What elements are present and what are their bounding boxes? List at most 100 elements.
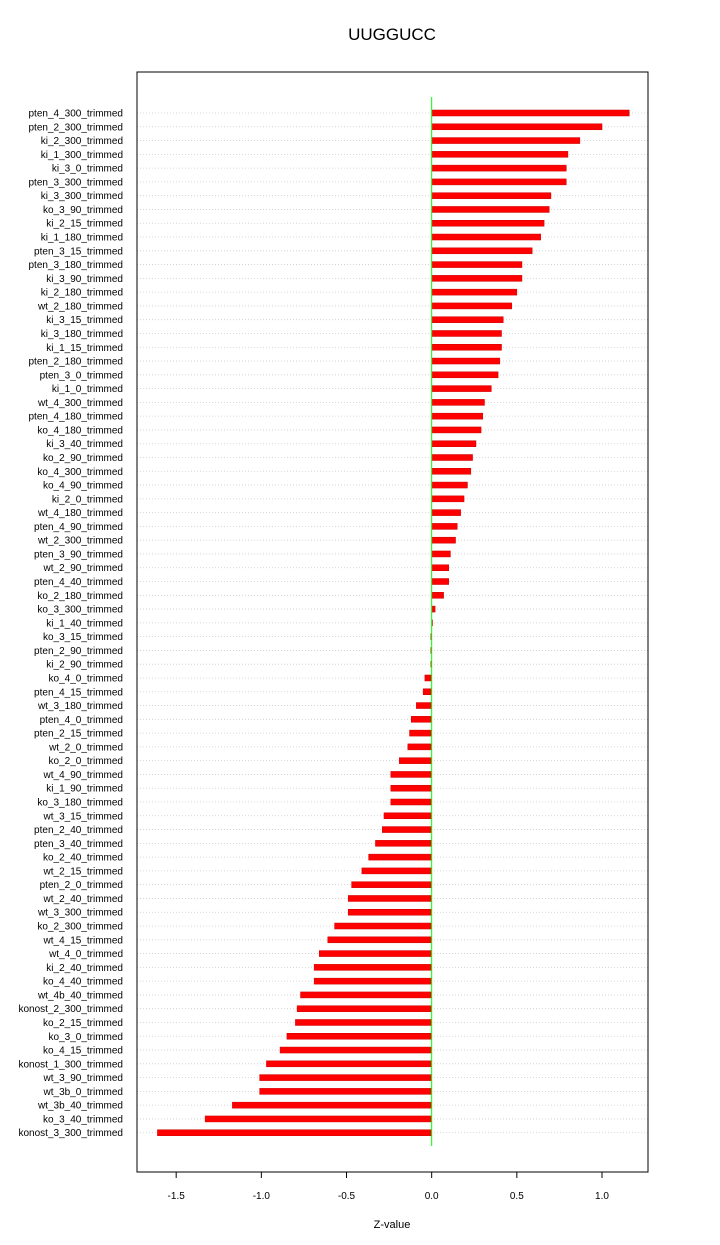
category-label: ki_1_90_trimmed (46, 784, 123, 795)
category-label: ko_2_300_trimmed (37, 922, 123, 933)
bar (431, 523, 458, 530)
x-tick-label: -0.5 (338, 1191, 356, 1202)
bar (431, 344, 502, 351)
category-label: pten_3_300_trimmed (28, 177, 123, 188)
category-label: ko_3_300_trimmed (37, 605, 123, 616)
category-label: ki_2_90_trimmed (46, 660, 123, 671)
category-label: ki_2_40_trimmed (46, 963, 123, 974)
bar (431, 564, 449, 571)
bar (431, 151, 569, 158)
category-label: wt_4_0_trimmed (48, 949, 123, 960)
bar (431, 261, 523, 268)
bar (296, 1005, 432, 1012)
category-label: pten_4_40_trimmed (34, 577, 123, 588)
category-label: ki_1_180_trimmed (41, 233, 123, 244)
category-label: ki_2_15_trimmed (46, 219, 123, 230)
category-label: wt_2_15_trimmed (43, 866, 123, 877)
category-label: ko_4_0_trimmed (49, 673, 123, 684)
category-label: wt_2_300_trimmed (37, 536, 123, 547)
bar (431, 137, 581, 144)
bar (390, 784, 432, 792)
bar (416, 702, 432, 709)
category-label: pten_2_90_trimmed (34, 646, 123, 657)
bar-layer (157, 109, 630, 1136)
bar (431, 302, 512, 310)
bar (431, 316, 504, 323)
bar (431, 578, 449, 585)
bar (431, 481, 468, 489)
bar (431, 192, 552, 199)
bar (313, 964, 432, 971)
x-tick-label: 1.0 (595, 1191, 609, 1202)
bar (431, 219, 545, 227)
bar (431, 233, 541, 241)
category-label: ki_3_300_trimmed (41, 191, 123, 202)
category-label: pten_3_90_trimmed (34, 549, 123, 560)
bar (431, 164, 567, 172)
bar (407, 743, 432, 751)
bar (431, 123, 603, 131)
bar (431, 550, 451, 558)
bar (431, 495, 465, 503)
category-label: ko_2_40_trimmed (43, 853, 123, 864)
bar (313, 977, 432, 985)
category-label: wt_4_180_trimmed (37, 508, 123, 519)
bar (259, 1088, 432, 1095)
bar (431, 288, 518, 296)
category-label: ko_2_90_trimmed (43, 453, 123, 464)
category-label: pten_3_40_trimmed (34, 839, 123, 850)
bar (424, 674, 432, 682)
category-label: ko_3_40_trimmed (43, 1114, 123, 1125)
category-label: pten_2_0_trimmed (40, 880, 123, 891)
bar (431, 440, 477, 447)
category-label: pten_2_40_trimmed (34, 825, 123, 836)
x-tick-label: 0.0 (425, 1191, 439, 1202)
bar (422, 688, 432, 696)
bar (431, 605, 436, 613)
category-label: ko_3_90_trimmed (43, 205, 123, 216)
bar (361, 867, 432, 875)
category-label: konost_2_300_trimmed (18, 1004, 123, 1015)
category-label: wt_2_0_trimmed (48, 742, 123, 753)
category-label: ki_1_300_trimmed (41, 150, 123, 161)
category-label: wt_2_180_trimmed (37, 301, 123, 312)
category-label: pten_2_15_trimmed (34, 729, 123, 740)
category-label: wt_4_300_trimmed (37, 398, 123, 409)
bar (390, 771, 432, 778)
category-label: ki_3_180_trimmed (41, 329, 123, 340)
category-label: wt_3_180_trimmed (37, 701, 123, 712)
bar (431, 454, 473, 461)
x-tick-label: -1.5 (168, 1191, 186, 1202)
category-label: wt_2_40_trimmed (43, 894, 123, 905)
category-label: wt_3b_40_trimmed (37, 1101, 123, 1112)
x-tick-label: 0.5 (510, 1191, 524, 1202)
category-label: wt_2_90_trimmed (43, 563, 123, 574)
bar (266, 1060, 432, 1068)
x-tick-label: -1.0 (253, 1191, 271, 1202)
category-label: ko_4_300_trimmed (37, 467, 123, 478)
category-label: ko_2_0_trimmed (49, 756, 123, 767)
category-label: ko_2_15_trimmed (43, 1018, 123, 1029)
category-label: ko_4_90_trimmed (43, 481, 123, 492)
category-label: ki_1_0_trimmed (52, 384, 123, 395)
bar (431, 371, 499, 379)
bar (399, 757, 432, 764)
bar (382, 826, 432, 833)
bar (347, 895, 432, 902)
bar (431, 399, 485, 406)
bar (431, 412, 484, 420)
category-label: pten_4_0_trimmed (40, 715, 123, 726)
category-label: wt_3_90_trimmed (43, 1073, 123, 1084)
bar (431, 247, 533, 255)
category-label: wt_3_15_trimmed (43, 811, 123, 822)
bar (431, 206, 550, 213)
category-label: pten_3_15_trimmed (34, 246, 123, 257)
category-label: ki_2_300_trimmed (41, 136, 123, 147)
category-label: pten_4_15_trimmed (34, 687, 123, 698)
chart-title: UUGGUCC (348, 25, 436, 44)
bar (431, 385, 492, 392)
bar (279, 1046, 432, 1054)
bar (375, 840, 432, 847)
bar (351, 881, 432, 888)
